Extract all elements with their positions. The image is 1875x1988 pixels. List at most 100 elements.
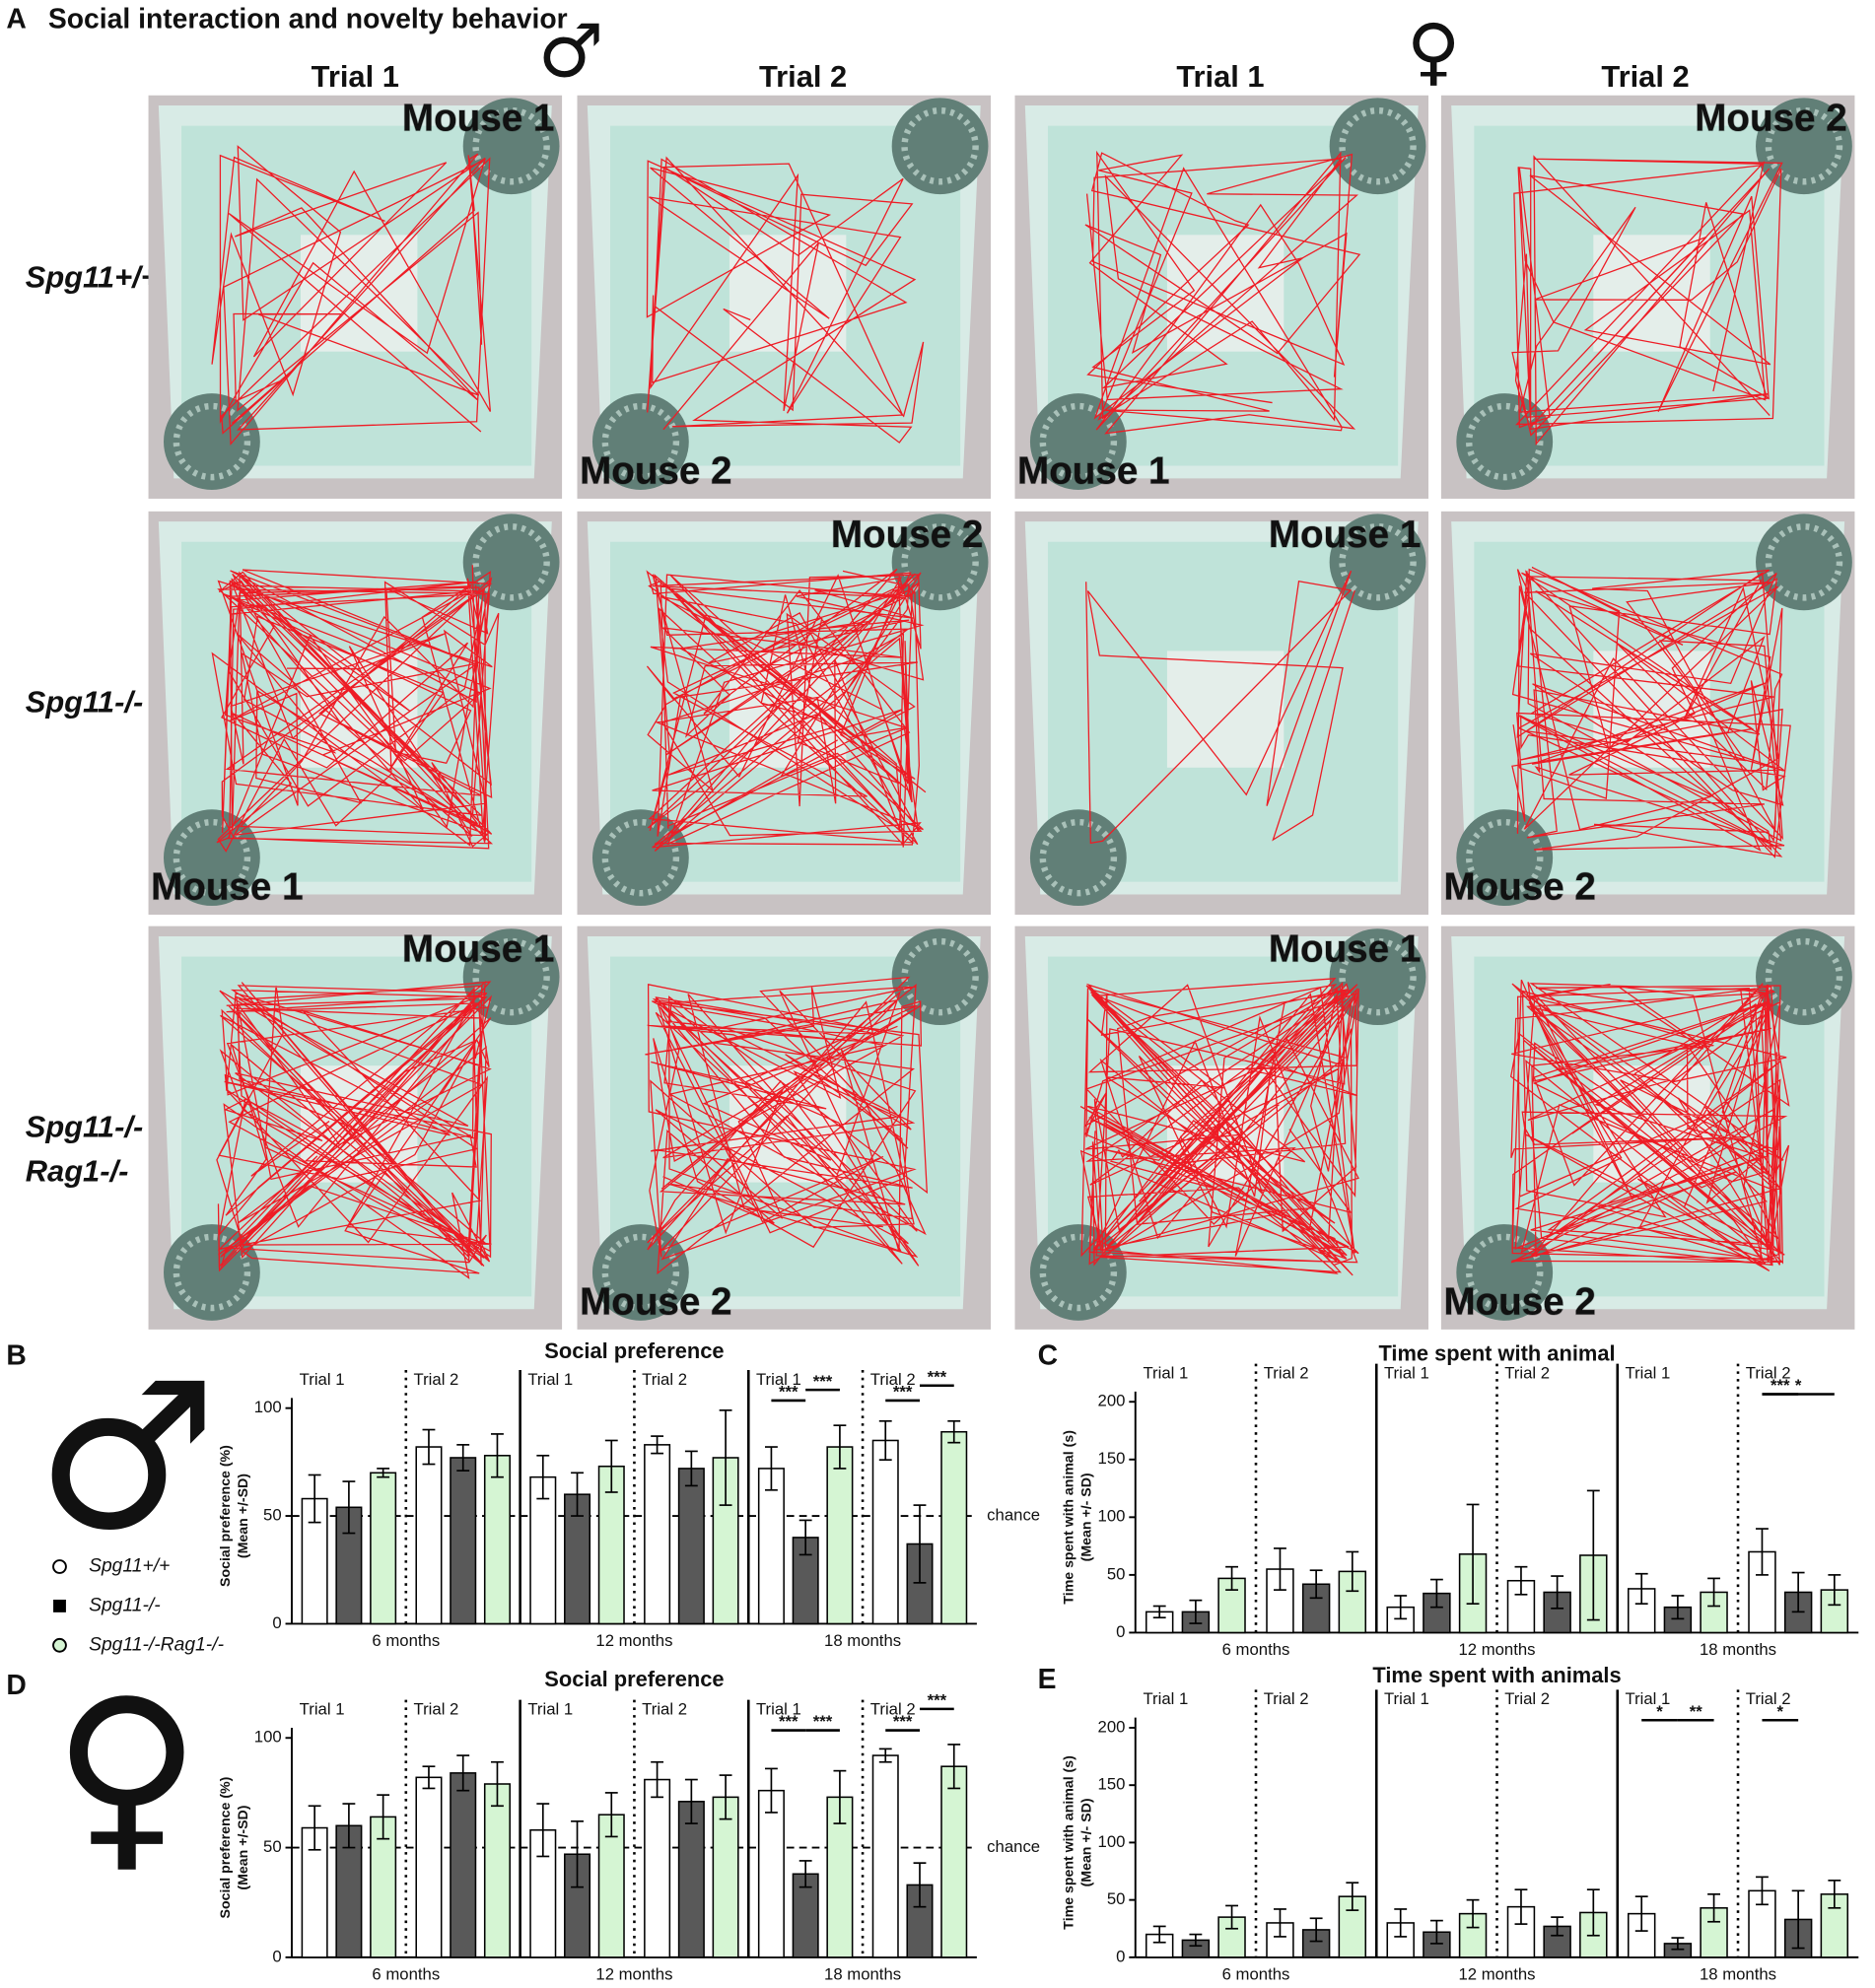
legend-label: Spg11-/- xyxy=(89,1596,161,1616)
trial-label: Trial 2 xyxy=(1746,1363,1791,1382)
mouse-label: Mouse 1 xyxy=(151,866,303,909)
error-bar xyxy=(1189,1933,1203,1948)
error-bar xyxy=(1551,1575,1564,1610)
error-bar xyxy=(377,1794,390,1840)
mouse-track xyxy=(1511,155,1783,446)
error-bar xyxy=(799,1860,812,1888)
trial-label: Trial 2 xyxy=(642,1699,687,1718)
cylinder-top xyxy=(173,818,251,897)
error-bar xyxy=(913,1504,927,1584)
error-bar xyxy=(1828,1880,1841,1909)
legend-marker xyxy=(53,1599,66,1612)
error-bar xyxy=(684,1778,698,1824)
mouse-track xyxy=(646,568,927,852)
sex-symbol: ♀ xyxy=(1407,8,1461,94)
trial-label: Trial 1 xyxy=(1384,1363,1429,1382)
cylinder-top xyxy=(173,1233,251,1312)
significance-label: *** xyxy=(893,1712,913,1731)
arena-photo: Mouse 1 xyxy=(148,511,563,916)
error-bar xyxy=(947,1419,961,1444)
mouse-track xyxy=(1084,150,1361,435)
cylinder-top xyxy=(901,106,979,185)
y-tick-label: 50 xyxy=(263,1837,282,1856)
y-tick-label: 150 xyxy=(1098,1449,1126,1468)
cylinder-top xyxy=(472,937,550,1016)
y-tick-label: 100 xyxy=(1098,1507,1126,1526)
panel-letter: C xyxy=(1038,1339,1058,1371)
bar xyxy=(597,1814,625,1958)
trial-header: Trial 1 xyxy=(1176,59,1264,94)
bar xyxy=(483,1455,511,1625)
mouse-label: Mouse 1 xyxy=(1269,928,1421,971)
mouse-track xyxy=(1079,978,1359,1276)
arena-photo: Mouse 2 xyxy=(577,511,992,916)
trial-label: Trial 2 xyxy=(1746,1689,1791,1708)
bar xyxy=(871,1754,899,1958)
bar xyxy=(529,1475,557,1625)
trial-header: Trial 1 xyxy=(312,59,399,94)
error-bar xyxy=(342,1480,356,1535)
cylinder-top xyxy=(173,402,251,481)
trial-label: Trial 2 xyxy=(414,1370,459,1389)
arena-photo: Mouse 1 xyxy=(1014,95,1429,499)
arena-photo: Mouse 2 xyxy=(1440,925,1855,1330)
cylinder-top xyxy=(1765,106,1843,185)
error-bar xyxy=(1634,1895,1648,1932)
error-bar xyxy=(1225,1904,1238,1930)
error-bar xyxy=(1466,1503,1480,1606)
error-bar xyxy=(1309,1569,1323,1600)
error-bar xyxy=(571,1820,584,1888)
cylinder-top xyxy=(1465,1233,1544,1312)
error-bar xyxy=(491,1760,504,1808)
chart-title: Time spent with animal xyxy=(1378,1340,1615,1365)
error-bar xyxy=(764,1767,778,1814)
bar xyxy=(415,1776,443,1958)
arena-photo: Mouse 2 xyxy=(577,925,992,1330)
significance-label: *** xyxy=(928,1367,947,1386)
cylinder-top xyxy=(901,937,979,1016)
error-bar xyxy=(878,1748,892,1763)
bar xyxy=(826,1446,854,1625)
error-bar xyxy=(1791,1889,1805,1950)
bar xyxy=(644,1444,671,1625)
error-bar xyxy=(1274,1547,1286,1591)
arena-photo: Mouse 2 xyxy=(1440,95,1855,499)
significance-label: *** xyxy=(1771,1376,1790,1395)
period-label: 12 months xyxy=(1458,1964,1535,1983)
y-tick-label: 0 xyxy=(1116,1622,1125,1641)
mouse-label: Mouse 1 xyxy=(1269,514,1421,556)
significance-label: *** xyxy=(813,1712,833,1731)
period-label: 6 months xyxy=(1222,1964,1290,1983)
error-bar xyxy=(1429,1919,1443,1945)
trial-label: Trial 1 xyxy=(1625,1689,1670,1708)
bar xyxy=(871,1439,899,1625)
trial-label: Trial 2 xyxy=(1504,1363,1550,1382)
trial-label: Trial 1 xyxy=(300,1370,345,1389)
mouse-label: Mouse 2 xyxy=(580,1280,731,1323)
significance-label: *** xyxy=(893,1383,913,1402)
significance-label: * xyxy=(1777,1702,1784,1721)
mouse-track xyxy=(1085,570,1355,845)
error-bar xyxy=(571,1472,584,1517)
sex-symbol: ♀ xyxy=(52,1656,201,1892)
cylinder-top xyxy=(1339,523,1417,601)
significance-label: *** xyxy=(813,1372,833,1391)
bar xyxy=(940,1430,968,1625)
error-bar xyxy=(1394,1595,1408,1620)
y-tick-label: 100 xyxy=(1098,1832,1126,1851)
bar xyxy=(1217,1577,1246,1634)
error-bar xyxy=(719,1409,732,1506)
arena-photo: Mouse 2 xyxy=(577,95,992,499)
cylinder-top xyxy=(601,1233,680,1312)
period-label: 18 months xyxy=(1700,1640,1776,1659)
cylinder-top xyxy=(1339,937,1417,1016)
error-bar xyxy=(799,1519,812,1556)
bar xyxy=(757,1468,785,1625)
period-label: 12 months xyxy=(595,1964,672,1983)
error-bar xyxy=(1671,1937,1685,1951)
error-bar xyxy=(1551,1916,1564,1937)
bar xyxy=(415,1446,443,1625)
genotype-label: Spg11-/- xyxy=(26,1110,144,1144)
mouse-track xyxy=(211,565,500,853)
cylinder-top xyxy=(601,818,680,897)
